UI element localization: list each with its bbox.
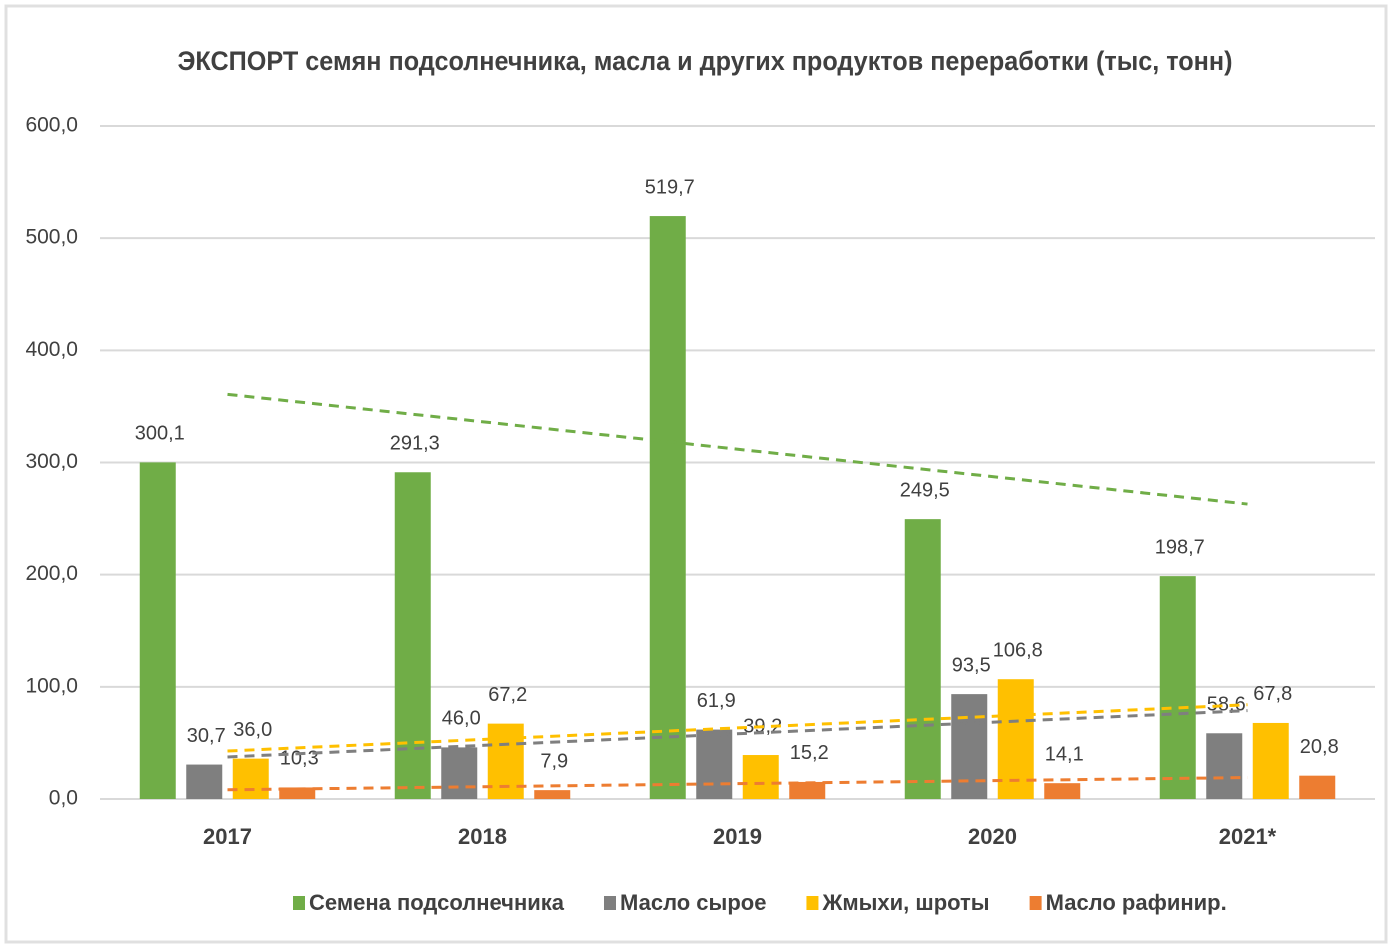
trend-line: [227, 703, 1248, 753]
y-tick-label: 600,0: [25, 114, 78, 137]
data-label: 15,2: [790, 742, 829, 764]
bar: [139, 462, 176, 799]
bar: [534, 790, 571, 799]
data-label: 46,0: [442, 708, 481, 730]
y-tick-label: 300,0: [25, 450, 78, 473]
legend-label: Масло сырое: [620, 890, 766, 915]
x-tick-label: 2019: [713, 824, 762, 849]
data-label: 20,8: [1300, 736, 1339, 758]
chart-title: ЭКСПОРТ семян подсолнечника, масла и дру…: [178, 46, 1233, 76]
bar: [742, 755, 779, 799]
bar: [696, 729, 733, 799]
legend-swatch: [293, 896, 305, 910]
bar: [904, 519, 941, 799]
data-label: 93,5: [952, 654, 991, 676]
trend-line: [227, 709, 1248, 759]
data-label: 519,7: [645, 176, 695, 198]
y-tick-label: 100,0: [25, 674, 78, 697]
legend-label: Масло рафинир.: [1046, 890, 1227, 915]
data-label: 106,8: [993, 639, 1043, 661]
data-label: 14,1: [1045, 743, 1084, 765]
data-label: 36,0: [233, 719, 272, 741]
bar: [1299, 775, 1336, 799]
bar: [789, 781, 826, 799]
y-tick-label: 200,0: [25, 562, 78, 585]
legend-label: Жмыхи, шроты: [821, 890, 989, 915]
data-label: 30,7: [187, 725, 226, 747]
bar: [951, 694, 988, 799]
x-tick-label: 2018: [458, 824, 507, 849]
data-label: 198,7: [1155, 536, 1205, 558]
data-label: 10,3: [280, 748, 319, 770]
data-label: 291,3: [390, 433, 440, 455]
bar: [279, 787, 316, 799]
chart-frame: [4, 4, 1388, 944]
bar: [1206, 733, 1243, 799]
data-label: 300,1: [135, 423, 185, 445]
bar: [1252, 722, 1289, 799]
legend-swatch: [1029, 896, 1042, 910]
bar: [232, 758, 269, 799]
legend-swatch: [604, 896, 616, 910]
y-tick-label: 500,0: [25, 226, 78, 249]
bar: [1044, 783, 1081, 799]
data-label: 249,5: [900, 479, 950, 501]
bar: [441, 747, 478, 799]
y-tick-label: 0,0: [49, 787, 78, 810]
bar: [186, 764, 223, 799]
x-tick-label: 2020: [968, 824, 1017, 849]
x-tick-label: 2021*: [1219, 824, 1277, 849]
trend-line: [227, 776, 1248, 792]
bar: [649, 216, 686, 800]
data-label: 7,9: [540, 750, 568, 772]
legend-label: Семена подсолнечника: [309, 890, 565, 915]
x-tick-label: 2017: [203, 824, 252, 849]
data-label: 61,9: [697, 690, 736, 712]
legend-swatch: [806, 896, 819, 910]
bar: [1159, 576, 1196, 799]
y-tick-label: 400,0: [25, 338, 78, 361]
trend-line: [227, 392, 1248, 506]
data-label: 67,2: [488, 684, 527, 706]
data-label: 67,8: [1253, 683, 1292, 705]
